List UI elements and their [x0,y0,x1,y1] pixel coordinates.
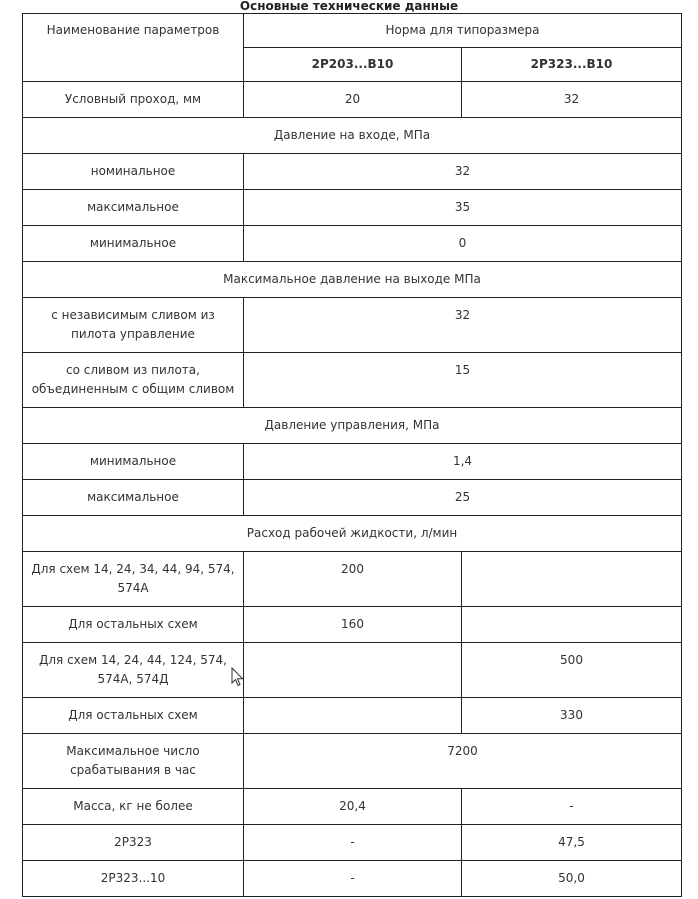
value-cell [461,606,682,643]
table-title: Основные технические данные [239,0,459,13]
param-name-cell: Для схем 14, 24, 34, 44, 94, 574, 574А [22,551,244,607]
mouse-pointer-icon [231,667,244,687]
table-row: Максимальное число срабатывания в час 720… [22,733,682,789]
value-cell: 32 [243,153,682,190]
param-name-cell: Для остальных схем [22,697,244,734]
table-row: Для остальных схем 330 [22,697,682,734]
param-name-cell: с независимым сливом из пилота управлени… [22,297,244,353]
value-cell: 500 [461,642,682,698]
section-row: Максимальное давление на выходе МПа [22,261,682,298]
value-cell: 330 [461,697,682,734]
table-row: со сливом из пилота, объединенным с общи… [22,352,682,408]
param-name-cell: Масса, кг не более [22,788,244,825]
header-col2: 2Р323...В10 [461,47,682,82]
section-title: Максимальное давление на выходе МПа [22,261,682,298]
param-name-cell: максимальное [22,189,244,226]
section-row: Давление управления, МПа [22,407,682,444]
value-cell: 1,4 [243,443,682,480]
table-row: минимальное 0 [22,225,682,262]
section-title: Давление на входе, МПа [22,117,682,154]
param-name-cell: номинальное [22,153,244,190]
param-name-cell: минимальное [22,443,244,480]
section-row: Расход рабочей жидкости, л/мин [22,515,682,552]
param-name-cell: Условный проход, мм [22,81,244,118]
table-row: Масса, кг не более 20,4- [22,788,682,825]
value-cell: 35 [243,189,682,226]
section-row: Давление на входе, МПа [22,117,682,154]
table-row: номинальное 32 [22,153,682,190]
specs-table: Наименование параметров Норма для типора… [22,13,682,897]
value-cell: - [243,824,462,861]
section-title: Расход рабочей жидкости, л/мин [22,515,682,552]
value-cell: 20,4 [243,788,462,825]
table-row: максимальное 25 [22,479,682,516]
table-row: минимальное 1,4 [22,443,682,480]
table-row: 2Р323...10-50,0 [22,860,682,897]
header-norm: Норма для типоразмера [243,13,682,48]
table-row: Для схем 14, 24, 44, 124, 574, 574А, 574… [22,642,682,698]
param-name-cell: 2Р323 [22,824,244,861]
value-cell: 160 [243,606,462,643]
table-row: Для схем 14, 24, 34, 44, 94, 574, 574А 20… [22,551,682,607]
value-cell: 15 [243,352,682,408]
header-param: Наименование параметров [22,13,244,82]
value-cell: 0 [243,225,682,262]
value-cell: 25 [243,479,682,516]
table-row: Условный проход, мм 20 32 [22,81,682,118]
table-row: Для остальных схем 160 [22,606,682,643]
section-title: Давление управления, МПа [22,407,682,444]
table-row: с независимым сливом из пилота управлени… [22,297,682,353]
value-cell [243,642,462,698]
value-cell: 32 [243,297,682,353]
param-name-cell: Для схем 14, 24, 44, 124, 574, 574А, 574… [22,642,244,698]
value-cell: - [243,860,462,897]
value-cell: 32 [461,81,682,118]
value-cell: 50,0 [461,860,682,897]
value-cell: 20 [243,81,462,118]
value-cell: 47,5 [461,824,682,861]
param-name-cell: Максимальное число срабатывания в час [22,733,244,789]
value-cell: 200 [243,551,462,607]
value-cell [243,697,462,734]
value-cell: - [461,788,682,825]
table-row: максимальное 35 [22,189,682,226]
param-name-cell: со сливом из пилота, объединенным с общи… [22,352,244,408]
param-name-cell: максимальное [22,479,244,516]
table-row: 2Р323-47,5 [22,824,682,861]
header-subrow: 2Р203...В10 2Р323...В10 [23,47,682,82]
param-name-cell: Для остальных схем [22,606,244,643]
value-cell [461,551,682,607]
header-row: Наименование параметров Норма для типора… [22,13,682,82]
header-col1: 2Р203...В10 [243,47,462,82]
param-name-cell: минимальное [22,225,244,262]
value-cell: 7200 [243,733,682,789]
param-name-cell: 2Р323...10 [22,860,244,897]
